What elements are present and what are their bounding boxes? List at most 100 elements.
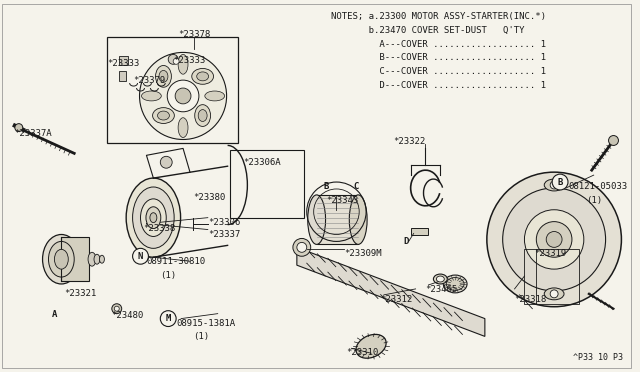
- Text: A: A: [52, 310, 57, 319]
- Ellipse shape: [159, 70, 168, 82]
- Circle shape: [173, 58, 179, 64]
- Ellipse shape: [156, 65, 172, 87]
- Text: *23318: *23318: [515, 295, 547, 304]
- Bar: [524, 249, 579, 304]
- Ellipse shape: [198, 110, 207, 122]
- Text: B: B: [324, 182, 329, 190]
- Text: N: N: [138, 252, 143, 261]
- Text: A---COVER ................... 1: A---COVER ................... 1: [332, 39, 547, 49]
- Ellipse shape: [205, 91, 225, 101]
- Ellipse shape: [308, 195, 326, 244]
- Ellipse shape: [433, 274, 447, 284]
- Ellipse shape: [54, 249, 68, 269]
- Text: *23380: *23380: [193, 193, 225, 202]
- Bar: [119, 57, 127, 65]
- Text: *23309M: *23309M: [344, 249, 382, 258]
- Text: C: C: [353, 182, 359, 190]
- Circle shape: [487, 172, 621, 307]
- Text: *23319: *23319: [534, 249, 566, 258]
- Text: ^P33 10 P3: ^P33 10 P3: [573, 353, 623, 362]
- Text: *23337: *23337: [208, 230, 240, 238]
- Text: D: D: [403, 237, 408, 246]
- Circle shape: [293, 238, 310, 256]
- Ellipse shape: [444, 275, 467, 293]
- Circle shape: [15, 124, 23, 132]
- Ellipse shape: [42, 234, 80, 284]
- Ellipse shape: [157, 111, 170, 120]
- Text: B: B: [557, 177, 563, 186]
- Circle shape: [175, 88, 191, 104]
- Ellipse shape: [146, 207, 161, 228]
- Text: *23465: *23465: [426, 285, 458, 294]
- Text: *23322: *23322: [393, 137, 425, 145]
- Text: 08915-1381A: 08915-1381A: [176, 318, 236, 328]
- Text: b.23470 COVER SET-DUST   Q'TY: b.23470 COVER SET-DUST Q'TY: [332, 26, 525, 35]
- Bar: [119, 71, 125, 81]
- Text: *23343: *23343: [326, 196, 359, 205]
- Text: *23379: *23379: [134, 76, 166, 85]
- Ellipse shape: [99, 255, 104, 263]
- Circle shape: [550, 290, 558, 298]
- Text: 08911-30810: 08911-30810: [147, 257, 205, 266]
- Bar: [411, 228, 428, 235]
- Circle shape: [297, 243, 307, 252]
- Text: B---COVER ................... 1: B---COVER ................... 1: [332, 54, 547, 62]
- Ellipse shape: [178, 118, 188, 138]
- Text: *23333: *23333: [107, 60, 139, 68]
- Text: *23312: *23312: [380, 295, 412, 304]
- Text: D---COVER ................... 1: D---COVER ................... 1: [332, 81, 547, 90]
- Circle shape: [552, 174, 568, 190]
- Text: *23306A: *23306A: [243, 158, 281, 167]
- Text: C---COVER ................... 1: C---COVER ................... 1: [332, 67, 547, 76]
- Circle shape: [168, 54, 178, 64]
- Text: *23333: *23333: [173, 57, 205, 65]
- Text: (1): (1): [586, 196, 602, 205]
- Circle shape: [160, 311, 176, 327]
- Circle shape: [524, 210, 584, 269]
- Circle shape: [160, 156, 172, 168]
- Text: (1): (1): [193, 333, 209, 341]
- Ellipse shape: [94, 254, 100, 264]
- Text: *23378: *23378: [178, 30, 210, 39]
- Ellipse shape: [178, 54, 188, 74]
- Polygon shape: [297, 247, 485, 336]
- Ellipse shape: [446, 278, 464, 291]
- Ellipse shape: [356, 334, 386, 358]
- Text: *23310: *23310: [346, 348, 379, 357]
- Ellipse shape: [196, 72, 209, 81]
- Ellipse shape: [195, 105, 211, 126]
- Circle shape: [112, 304, 122, 314]
- Ellipse shape: [349, 195, 367, 244]
- Text: 08121-05033: 08121-05033: [568, 182, 627, 191]
- Text: (1): (1): [160, 271, 177, 280]
- Ellipse shape: [126, 178, 180, 257]
- Ellipse shape: [49, 241, 74, 277]
- Ellipse shape: [150, 213, 157, 222]
- Ellipse shape: [88, 252, 96, 266]
- Ellipse shape: [132, 187, 174, 248]
- Text: *23480: *23480: [111, 311, 143, 320]
- Circle shape: [115, 306, 119, 311]
- Ellipse shape: [436, 276, 444, 282]
- Bar: [230, 150, 304, 218]
- Bar: [107, 36, 239, 144]
- Text: *23338: *23338: [143, 224, 176, 232]
- Text: *23321: *23321: [64, 289, 97, 298]
- Ellipse shape: [544, 179, 564, 191]
- Circle shape: [167, 80, 199, 112]
- Circle shape: [536, 222, 572, 257]
- Circle shape: [502, 188, 605, 291]
- Ellipse shape: [141, 91, 161, 101]
- Ellipse shape: [192, 68, 214, 84]
- Text: NOTES; a.23300 MOTOR ASSY-STARTER(INC.*): NOTES; a.23300 MOTOR ASSY-STARTER(INC.*): [332, 12, 547, 21]
- Text: *23337A: *23337A: [14, 129, 51, 138]
- Bar: [61, 237, 89, 281]
- Text: M: M: [166, 314, 171, 323]
- Circle shape: [132, 248, 148, 264]
- Circle shape: [140, 52, 227, 140]
- Ellipse shape: [141, 199, 166, 237]
- Circle shape: [546, 231, 562, 247]
- Bar: [317, 195, 358, 244]
- Circle shape: [550, 181, 558, 189]
- Ellipse shape: [152, 108, 174, 124]
